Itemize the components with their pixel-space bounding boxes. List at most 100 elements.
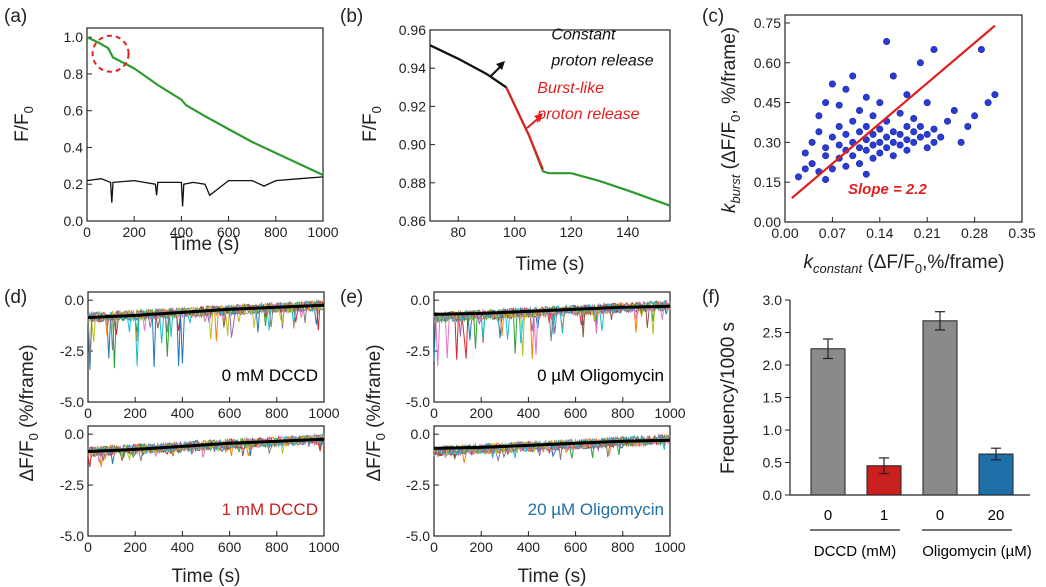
panel-c-fit-line [791, 24, 996, 199]
panel-c-point-10 [822, 144, 830, 152]
panel-d-top-label: 0 mM DCCD [222, 366, 318, 385]
panel-c-ytick-label-1: 0.15 [754, 174, 781, 190]
panel-c-point-46 [889, 138, 897, 146]
pd-top-ytick-label-2: 0.0 [65, 292, 85, 308]
pe-bottom-xtick-label-3: 600 [564, 539, 588, 555]
panel-f-category-0: 0 [824, 507, 832, 524]
panel-b-xtick-label-1: 100 [503, 224, 527, 240]
panel-c-point-17 [835, 101, 843, 109]
pd-top-ytick-label-1: -2.5 [60, 343, 84, 359]
panel-c-point-0 [794, 173, 802, 181]
panel-c: (c) 0.00 0.07 0.14 0.21 0.28 0.35 0.00 0.15 0.30… [702, 6, 1036, 276]
pd-top-xtick-label-4: 800 [265, 405, 289, 421]
pe-bottom-xtick-label-1: 200 [470, 539, 494, 555]
pd-top-xtick-label-5: 1000 [308, 405, 339, 421]
panel-b-xtick-label-3: 140 [616, 224, 640, 240]
panel-a-ytick-label-4: 0.8 [64, 66, 84, 82]
panel-c-point-21 [842, 162, 850, 170]
panel-c-point-39 [876, 125, 884, 133]
panel-f-category-2: 0 [936, 507, 944, 524]
panel-b: (b) 80 100 120 1400.860.880.900.920.940.96 … [340, 6, 671, 275]
panel-f-group-oligomycin: Oligomycin (µM) [922, 543, 1031, 560]
panel-f-category-3: 20 [988, 507, 1005, 524]
panel-a-label: (a) [4, 6, 27, 27]
panel-c-point-50 [896, 130, 904, 138]
panel-c-point-28 [855, 107, 863, 115]
panel-c-xlabel: kconstant (ΔF/F0,%/frame) [803, 252, 1004, 276]
panel-c-point-24 [849, 152, 857, 160]
panel-c-point-8 [822, 152, 830, 160]
panel-f-ytick-label-5: 2.5 [763, 325, 783, 341]
panel-a-frame [86, 27, 324, 222]
panel-c-point-56 [903, 146, 911, 154]
panel-a-ylabel: F/F0 [12, 106, 36, 142]
panel-a-xlabel: Time (s) [171, 234, 240, 255]
panel-b-series-1 [429, 44, 507, 89]
panel-c-point-19 [842, 130, 850, 138]
pd-bottom-xtick-label-3: 600 [218, 539, 242, 555]
panel-c-point-57 [910, 128, 918, 136]
panel-e-label: (e) [340, 287, 363, 308]
panel-b-xtick-label-2: 120 [559, 224, 583, 240]
pe-bottom-mean-trace [433, 438, 671, 450]
panel-b-ytick-label-0: 0.86 [399, 213, 426, 229]
pe-bottom-xtick-label-5: 1000 [654, 539, 685, 555]
panel-d-ticks: 0 200 400 600 800 1000 -5.0 -2.5 0.0 0 200 400 600 80… [60, 292, 340, 555]
panel-e-bottom-label: 20 µM Oligomycin [528, 500, 664, 519]
panel-c-xtick-label-2: 0.14 [866, 225, 893, 241]
panel-c-point-73 [964, 123, 972, 131]
panel-b-ticks: 80 100 120 140 0.86 0.88 0.90 0.92 0.94 0.96 [399, 22, 640, 240]
panel-a-xtick-label-2: 400 [170, 224, 194, 240]
pe-top-xtick-label-2: 400 [517, 405, 541, 421]
panel-f-bar-3 [978, 453, 1014, 496]
pd-top-mean-trace [87, 303, 325, 319]
panel-c-point-6 [815, 128, 823, 136]
panel-c-point-20 [842, 85, 850, 93]
pe-top-ytick-label-1: -2.5 [406, 343, 430, 359]
panel-c-point-41 [876, 99, 884, 107]
panel-b-frame [429, 29, 671, 222]
panel-e-traces [433, 299, 671, 463]
panel-c-point-78 [822, 176, 830, 184]
panel-b-label: (b) [340, 6, 363, 27]
panel-b-series-2 [505, 86, 544, 170]
panel-c-point-76 [984, 99, 992, 107]
panel-c-point-43 [883, 133, 891, 141]
panel-b-arrowhead-burst [534, 113, 543, 122]
panel-a-ytick-label-0: 0.0 [64, 213, 84, 229]
panel-c-frame [784, 14, 1023, 223]
panel-c-point-7 [815, 112, 823, 120]
panel-f-ytick-label-3: 1.5 [763, 390, 783, 406]
panel-c-point-65 [923, 99, 931, 107]
panel-c-point-70 [943, 117, 951, 125]
panel-c-point-29 [855, 160, 863, 168]
panel-c-point-32 [862, 93, 870, 101]
panel-b-xlabel: Time (s) [516, 254, 585, 275]
panel-c-point-15 [835, 123, 843, 131]
panel-c-point-13 [828, 80, 836, 88]
pd-top-xtick-label-0: 0 [84, 405, 92, 421]
panel-c-point-52 [896, 109, 904, 117]
panel-a-series-0 [86, 36, 324, 176]
panel-a-xtick-label-1: 200 [123, 224, 147, 240]
panel-c-point-67 [930, 138, 938, 146]
pe-bottom-xtick-label-0: 0 [430, 539, 438, 555]
panel-c-point-66 [930, 125, 938, 133]
panel-c-point-35 [869, 130, 877, 138]
pd-top-xtick-label-1: 200 [124, 405, 148, 421]
panel-b-annotation-0: Constant [551, 27, 616, 44]
panel-c-point-36 [869, 154, 877, 162]
panel-c-xtick-label-5: 0.35 [1008, 225, 1035, 241]
panel-c-xtick-label-3: 0.21 [914, 225, 941, 241]
pe-top-xtick-label-0: 0 [430, 405, 438, 421]
panel-b-arrowhead-constant [496, 61, 505, 70]
panel-c-point-79 [862, 170, 870, 178]
pd-bottom-xtick-label-0: 0 [84, 539, 92, 555]
panel-c-point-51 [896, 141, 904, 149]
panel-a-xtick-label-0: 0 [83, 224, 91, 240]
panel-f-label: (f) [702, 287, 720, 308]
panel-b-annotation-1: proton release [550, 52, 653, 69]
panel-f-ytick-label-4: 2.0 [763, 357, 783, 373]
pe-top-trace-9 [433, 300, 671, 342]
panel-c-point-23 [849, 117, 857, 125]
